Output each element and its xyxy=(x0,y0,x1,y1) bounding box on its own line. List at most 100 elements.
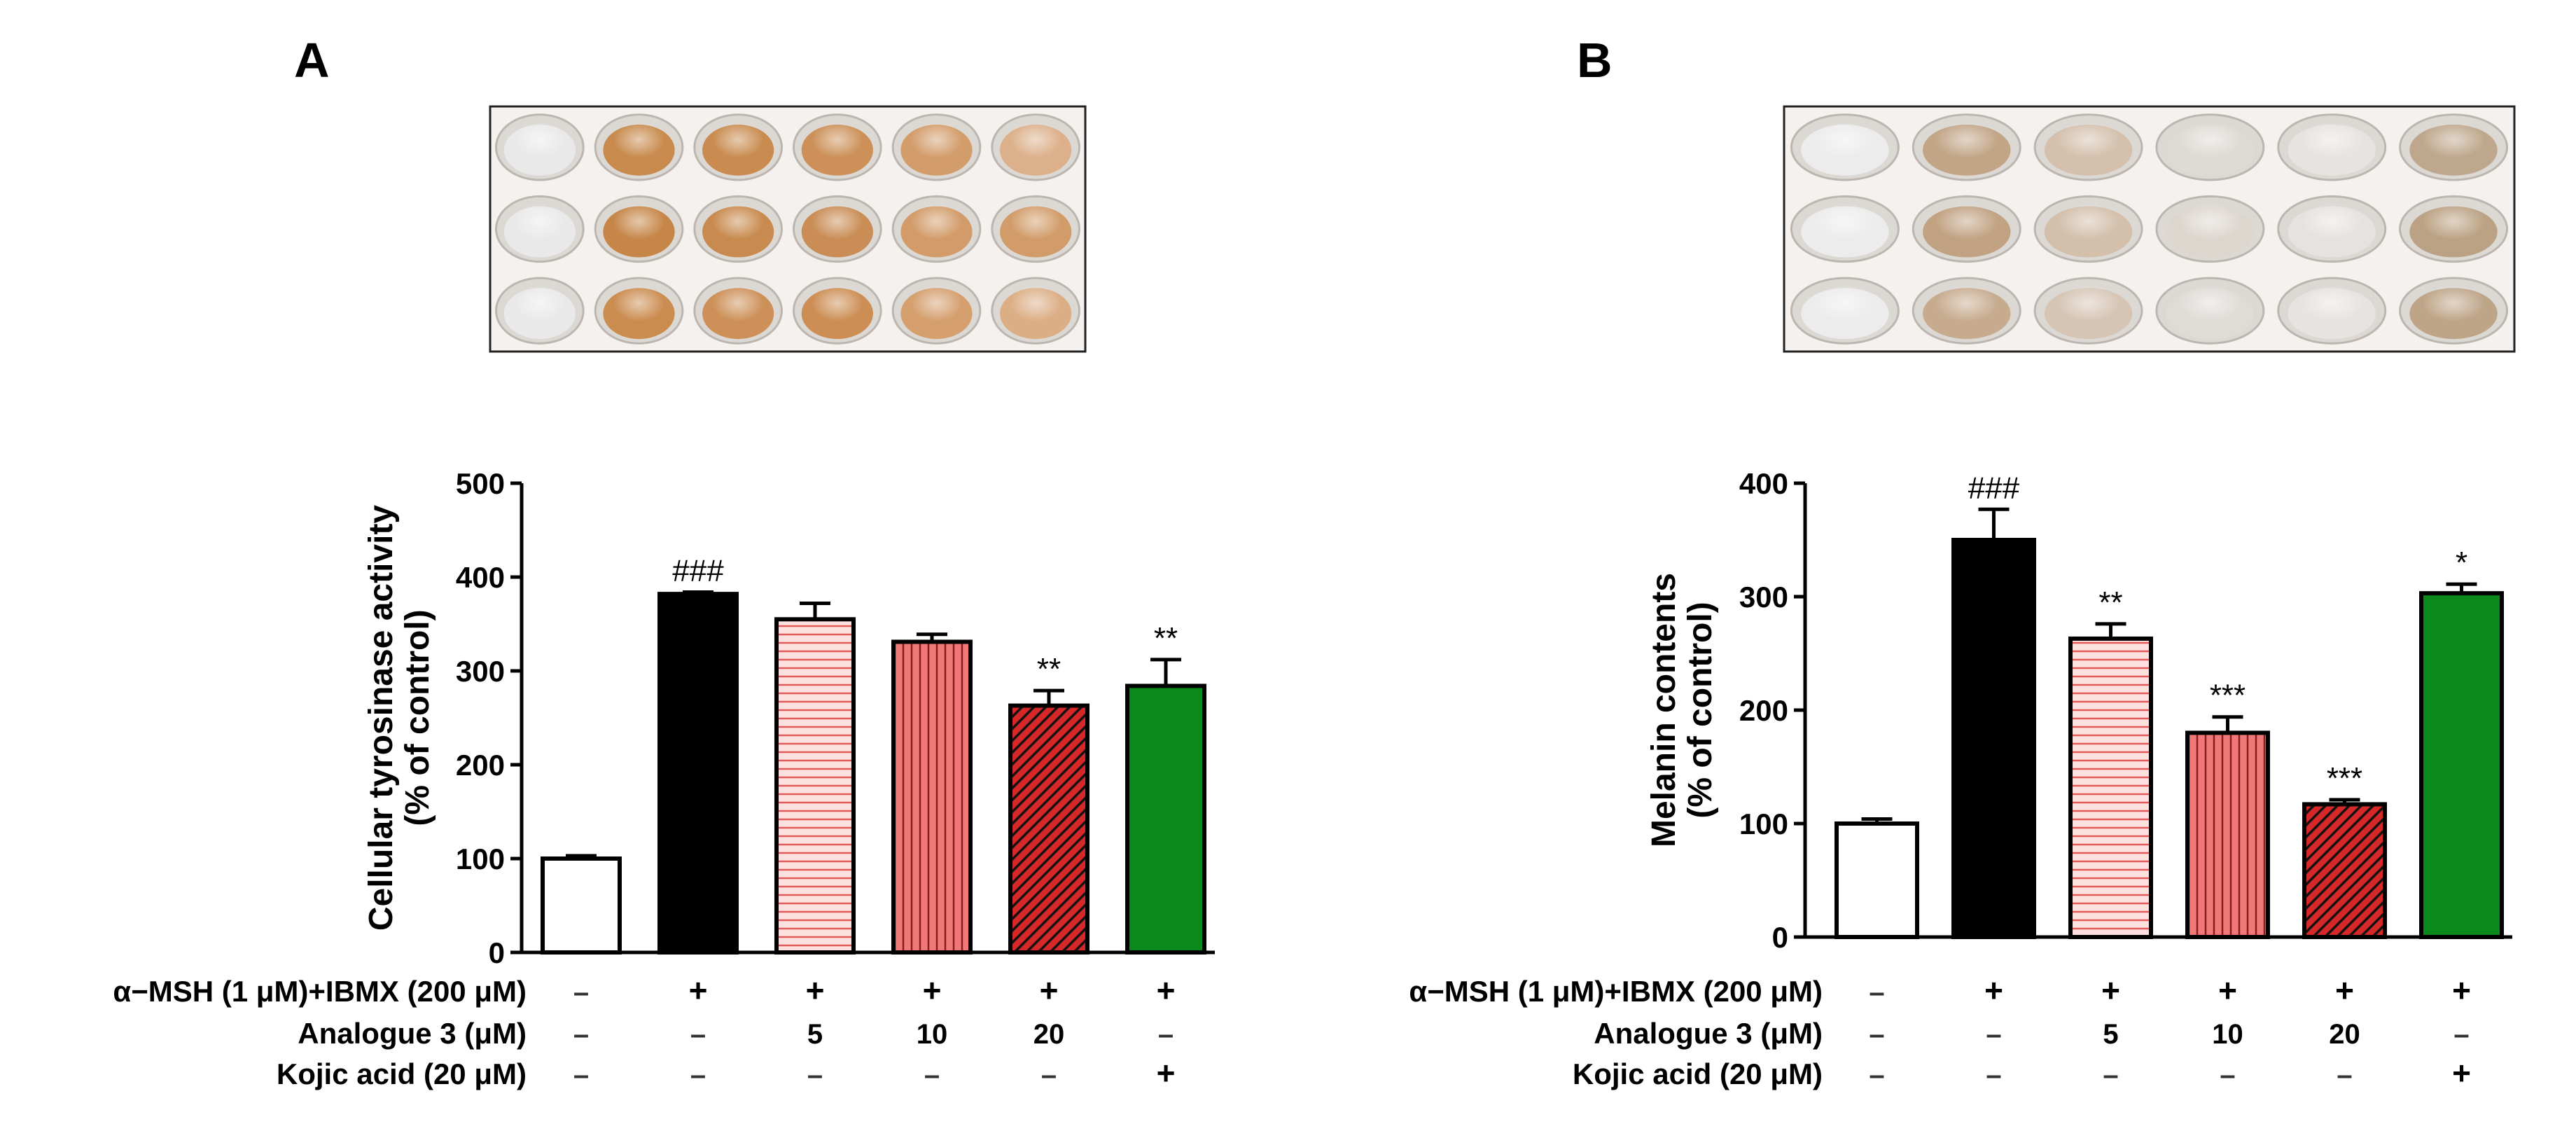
panel-a-treatment-row-label: Kojic acid (20 μM) xyxy=(277,1057,527,1090)
panel-b-treatment-cell: – xyxy=(1986,1060,2001,1090)
panel-b-plate-frame xyxy=(1783,105,2516,353)
panel-a-plate-photo xyxy=(489,105,1087,353)
panel-a-treatment-cell: + xyxy=(806,972,825,1008)
panel-a-well-shine xyxy=(1000,121,1072,173)
panel-b-bar xyxy=(1951,538,2036,939)
panel-a-y-tick-label: 500 xyxy=(456,467,505,500)
panel-b-well-shine xyxy=(2409,203,2498,255)
panel-b-well-shine xyxy=(2409,121,2498,173)
panel-a-treatment-row-label: Analogue 3 (μM) xyxy=(298,1017,527,1050)
panel-b-treatment-row-label: α−MSH (1 μM)+IBMX (200 μM) xyxy=(1409,975,1823,1008)
panel-a-well-shine xyxy=(801,121,873,173)
panel-b-significance-label: ### xyxy=(1968,471,2020,505)
panel-a-significance-label: ** xyxy=(1037,652,1061,686)
panel-letter-b: B xyxy=(1577,33,1613,88)
panel-b-treatment-cell: + xyxy=(2452,972,2471,1008)
panel-b-treatment-cell: – xyxy=(1869,977,1884,1008)
panel-b-treatment-cell: – xyxy=(1869,1060,1884,1090)
panel-a-treatment-row-label: α−MSH (1 μM)+IBMX (200 μM) xyxy=(113,975,527,1008)
panel-b-well-shine xyxy=(2288,203,2376,255)
panel-b-treatment-row-label: Analogue 3 (μM) xyxy=(1594,1017,1823,1050)
panel-b-treatment-cell: – xyxy=(1869,1019,1884,1050)
panel-b-treatment-cell: + xyxy=(2452,1055,2471,1091)
panel-a-treatment-cell: + xyxy=(1157,972,1176,1008)
panel-a-treatment-cell: – xyxy=(573,977,589,1008)
panel-a-well-shine xyxy=(702,121,774,173)
panel-a-plate-frame xyxy=(489,105,1087,353)
panel-a-y-tick-label: 300 xyxy=(456,655,505,688)
panel-b-bar xyxy=(2419,591,2504,939)
panel-b-well-shine xyxy=(2166,285,2255,337)
panel-a-treatment-cell: – xyxy=(924,1060,940,1090)
panel-a-bar xyxy=(657,592,739,955)
panel-a-y-tick-label: 200 xyxy=(456,749,505,782)
panel-a-bar xyxy=(541,856,622,955)
panel-b-treatment-cell: – xyxy=(2337,1060,2352,1090)
panel-b-bar xyxy=(2068,636,2153,939)
panel-a-treatment-cell: – xyxy=(1041,1060,1057,1090)
panel-b-y-tick-label: 0 xyxy=(1772,921,1788,954)
panel-b-well-shine xyxy=(1801,285,1889,337)
panel-a-y-tick-label: 400 xyxy=(456,561,505,594)
panel-b-well-shine xyxy=(2044,121,2133,173)
panel-b-plate-photo xyxy=(1783,105,2516,353)
panel-a-well-shine xyxy=(801,285,873,337)
panel-b-treatment-cell: 5 xyxy=(2103,1019,2118,1050)
panel-a-treatment-cell: + xyxy=(923,972,942,1008)
panel-b-y-tick-label: 100 xyxy=(1739,807,1788,840)
panel-b-treatment-cell: 10 xyxy=(2212,1019,2243,1050)
panel-a-significance-label: ** xyxy=(1154,621,1178,655)
panel-a-well-shine xyxy=(503,203,576,255)
panel-a-well-shine xyxy=(603,285,675,337)
panel-a-well-shine xyxy=(503,121,576,173)
panel-b-treatment-cell: – xyxy=(2103,1060,2118,1090)
panel-b-well-shine xyxy=(1923,285,2011,337)
panel-a-y-tick-label: 100 xyxy=(456,842,505,875)
panel-a-treatment-cell: 5 xyxy=(807,1019,823,1050)
panel-b-well-shine xyxy=(2044,285,2133,337)
panel-b-y-tick-label: 400 xyxy=(1739,467,1788,500)
panel-a-y-axis-label: Cellular tyrosinase activity xyxy=(363,505,400,931)
panel-b-well-shine xyxy=(1923,203,2011,255)
panel-a-treatment-cell: – xyxy=(690,1060,706,1090)
panel-b-well-shine xyxy=(2044,203,2133,255)
panel-a-bar xyxy=(891,639,973,955)
panel-a-significance-label: ### xyxy=(672,553,724,588)
panel-b-significance-label: * xyxy=(2456,546,2467,580)
panel-b-y-tick-label: 300 xyxy=(1739,581,1788,613)
panel-a-treatment-cell: + xyxy=(689,972,708,1008)
panel-b-treatment-row-label: Kojic acid (20 μM) xyxy=(1573,1057,1823,1090)
panel-b-bar xyxy=(2185,730,2270,940)
panel-letter-a: A xyxy=(294,33,330,88)
panel-b-y-axis-label: Melanin contents xyxy=(1645,573,1683,847)
panel-a-treatment-cell: 20 xyxy=(1033,1019,1065,1050)
panel-a-well-shine xyxy=(900,285,973,337)
panel-a-y-axis-sublabel: (% of control) xyxy=(399,609,436,826)
panel-b-bar xyxy=(2302,802,2387,939)
panel-b-bar xyxy=(1834,821,1919,939)
panel-a-well-shine xyxy=(900,203,973,255)
panel-a: A 0 100 200 300 400 500 Cellular tyrosinase ac… xyxy=(113,33,1215,1091)
panel-a-treatment-cell: + xyxy=(1040,972,1059,1008)
panel-b-significance-label: *** xyxy=(2210,679,2246,713)
panel-b-treatment-cell: 20 xyxy=(2329,1019,2360,1050)
panel-b-treatment-cell: – xyxy=(2453,1019,2469,1050)
panel-a-well-shine xyxy=(801,203,873,255)
panel-b-well-shine xyxy=(1801,121,1889,173)
panel-a-y-tick-label: 0 xyxy=(489,936,505,969)
panel-b-well-shine xyxy=(2166,121,2255,173)
panel-a-treatment-cell: – xyxy=(807,1060,823,1090)
panel-b-significance-label: *** xyxy=(2327,761,2362,796)
panel-b-well-shine xyxy=(2409,285,2498,337)
panel-a-well-shine xyxy=(503,285,576,337)
panel-b-well-shine xyxy=(2166,203,2255,255)
panel-b-treatment-cell: + xyxy=(2335,972,2354,1008)
panel-a-treatment-cell: – xyxy=(573,1060,589,1090)
panel-a-bar xyxy=(774,617,856,955)
panel-a-treatment-cell: – xyxy=(690,1019,706,1050)
panel-a-treatment-cell: – xyxy=(573,1019,589,1050)
panel-a-well-shine xyxy=(1000,285,1072,337)
panel-b-well-shine xyxy=(2288,121,2376,173)
